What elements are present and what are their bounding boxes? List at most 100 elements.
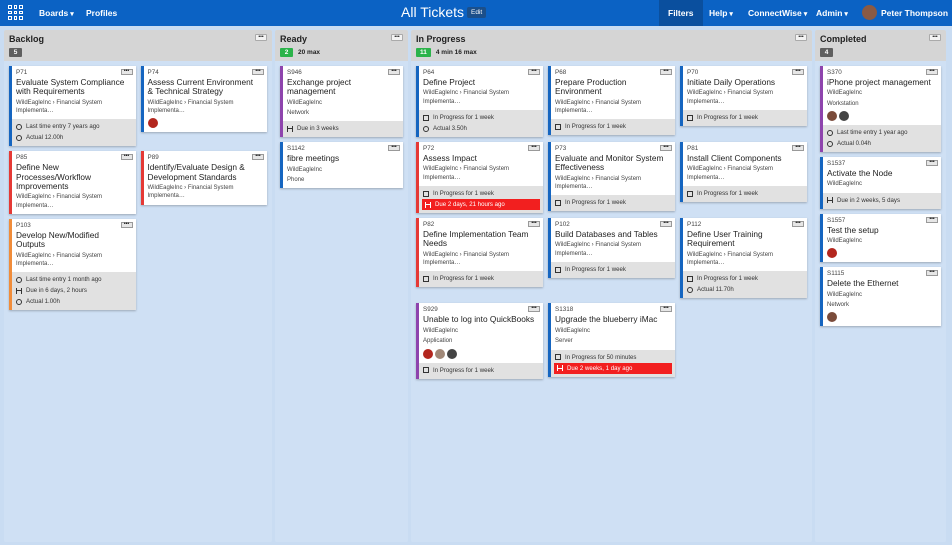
- nav-boards[interactable]: Boards: [39, 0, 74, 26]
- card-footer: Due in 2 weeks, 5 days: [823, 192, 941, 209]
- ticket-card[interactable]: S946 ••• Exchange project management WildEa…: [280, 66, 403, 138]
- app-logo[interactable]: [8, 5, 23, 20]
- card-menu[interactable]: •••: [660, 306, 672, 313]
- ticket-title: Define Project: [423, 77, 476, 87]
- card-menu[interactable]: •••: [660, 221, 672, 228]
- card-footer: In Progress for 1 week: [419, 271, 543, 288]
- ticket-title: Unable to log into QuickBooks: [423, 314, 535, 325]
- ticket-card[interactable]: S1557 ••• Test the setup WildEagleInc: [820, 213, 941, 263]
- ticket-title: Define New Processes/Workflow Improvemen…: [16, 162, 92, 191]
- ticket-type: Workstation: [827, 100, 859, 107]
- ticket-id: P74: [147, 69, 159, 76]
- footer-text: In Progress for 1 week: [433, 366, 494, 374]
- nav-profiles[interactable]: Profiles: [86, 8, 118, 18]
- card-menu[interactable]: •••: [528, 69, 540, 75]
- footer-text: In Progress for 1 week: [565, 199, 626, 207]
- column-menu[interactable]: •••: [391, 34, 403, 41]
- ticket-card[interactable]: P103 ••• Develop New/Modified Outputs WildE…: [9, 218, 136, 311]
- ticket-id: S1115: [827, 270, 845, 278]
- card-body: P72 ••• Assess Impact WildEagleInc › Financ…: [419, 142, 543, 186]
- column-menu[interactable]: •••: [795, 34, 807, 41]
- card-body: S1318 ••• Upgrade the blueberry iMac WildEa…: [551, 303, 675, 349]
- card-menu[interactable]: •••: [660, 69, 672, 75]
- ticket-card[interactable]: S1318 ••• Upgrade the blueberry iMac WildEa…: [548, 303, 675, 377]
- ticket-id: S1537: [827, 160, 846, 168]
- ticket-title: Evaluate and Monitor System Effectivenes…: [555, 153, 664, 173]
- card-list: S946 ••• Exchange project management WildEa…: [275, 61, 408, 193]
- card-menu[interactable]: •••: [528, 145, 540, 152]
- ticket-card[interactable]: P112 ••• Define User Training Requirement W…: [680, 218, 807, 299]
- card-body: P89 ••• Identify/Evaluate Design & Develop…: [144, 151, 268, 204]
- ticket-card[interactable]: S929 ••• Unable to log into QuickBooks Wild…: [416, 303, 543, 379]
- footer-text: Actual 0.04h: [837, 140, 871, 148]
- card-footer: In Progress for 1 week: [551, 262, 675, 279]
- status: In Progress for 1 week: [687, 188, 803, 199]
- ticket-card[interactable]: P82 ••• Define Implementation Team Needs Wi…: [416, 218, 543, 288]
- ticket-card[interactable]: P71 ••• Evaluate System Compliance with Re…: [9, 66, 136, 147]
- due: Due in 2 weeks, 5 days: [827, 195, 937, 206]
- footer-text: In Progress for 1 week: [565, 123, 626, 131]
- user-avatar[interactable]: [862, 5, 877, 20]
- card-count: 2: [280, 48, 293, 57]
- ticket-card[interactable]: P64 ••• Define Project WildEagleInc › Finan…: [416, 66, 543, 138]
- icon: [555, 266, 561, 273]
- user-menu[interactable]: Peter Thompson: [881, 0, 952, 26]
- footer-text: In Progress for 1 week: [565, 266, 626, 274]
- ticket-company: WildEagleInc: [827, 238, 863, 245]
- card-menu[interactable]: •••: [120, 221, 133, 228]
- ticket-card[interactable]: S1115 ••• Delete the Ethernet WildEagleInc N…: [820, 267, 941, 327]
- ticket-card[interactable]: P73 ••• Evaluate and Monitor System Effect…: [548, 142, 675, 212]
- footer-text: Due 2 weeks, 1 day ago: [567, 364, 633, 372]
- card-footer: In Progress for 1 week: [551, 195, 675, 212]
- card-menu[interactable]: •••: [120, 69, 133, 75]
- ticket-company: WildEagleInc › Financial System Implemen…: [423, 90, 510, 105]
- card-menu[interactable]: •••: [528, 221, 540, 228]
- card-footer: In Progress for 1 week Actual 11.70h: [683, 271, 807, 299]
- card-menu[interactable]: •••: [388, 145, 400, 152]
- edit-button[interactable]: Edit: [467, 7, 487, 18]
- column-title: Completed: [820, 34, 867, 44]
- card-menu[interactable]: •••: [388, 69, 400, 75]
- card-count: 4: [820, 48, 833, 57]
- card-menu[interactable]: •••: [926, 160, 938, 167]
- column-menu[interactable]: •••: [255, 34, 267, 41]
- ticket-card[interactable]: P74 ••• Assess Current Environment & Techn…: [140, 66, 267, 133]
- ticket-card[interactable]: S1142 ••• fibre meetings WildEagleInc Phone: [280, 142, 403, 189]
- ticket-card[interactable]: P68 ••• Prepare Production Environment Wild…: [548, 66, 675, 136]
- ticket-card[interactable]: P81 ••• Install Client Components WildEagle…: [680, 142, 807, 203]
- card-menu[interactable]: •••: [792, 69, 804, 75]
- ticket-card[interactable]: P85 ••• Define New Processes/Workflow Impr…: [9, 151, 136, 214]
- ticket-card[interactable]: P70 ••• Initiate Daily Operations WildEagle…: [680, 66, 807, 127]
- ticket-card[interactable]: S1537 ••• Activate the Node WildEagleInc Due…: [820, 157, 941, 209]
- card-menu[interactable]: •••: [792, 221, 804, 228]
- help-menu[interactable]: Help: [709, 0, 733, 26]
- card-menu[interactable]: •••: [252, 69, 264, 75]
- ticket-company: WildEagleInc: [555, 327, 591, 334]
- card-menu[interactable]: •••: [792, 145, 804, 152]
- avatar: [435, 348, 445, 359]
- ticket-company: WildEagleInc › Financial System Implemen…: [555, 175, 642, 191]
- ticket-card[interactable]: P89 ••• Identify/Evaluate Design & Develop…: [140, 151, 268, 205]
- card-menu[interactable]: •••: [926, 270, 938, 277]
- card-menu[interactable]: •••: [660, 145, 672, 152]
- icon: [555, 123, 561, 130]
- admin-menu[interactable]: Admin: [816, 0, 848, 26]
- column-menu[interactable]: •••: [929, 34, 941, 41]
- card-body: S1557 ••• Test the setup WildEagleInc: [823, 214, 941, 263]
- connectwise-menu[interactable]: ConnectWise: [748, 0, 807, 26]
- avatar: [839, 111, 849, 122]
- filters-button[interactable]: Filters: [659, 0, 703, 26]
- ticket-title: Initiate Daily Operations: [687, 77, 776, 87]
- ticket-card[interactable]: P72 ••• Assess Impact WildEagleInc › Financ…: [416, 142, 543, 214]
- ticket-card[interactable]: P102 ••• Build Databases and Tables WildEag…: [548, 218, 675, 279]
- card-menu[interactable]: •••: [528, 306, 540, 313]
- icon: [555, 354, 561, 361]
- ticket-card[interactable]: S370 ••• iPhone project management WildEagl…: [820, 66, 941, 153]
- footer-text: In Progress for 1 week: [697, 190, 758, 198]
- card-menu[interactable]: •••: [120, 154, 133, 161]
- wip-limit: 4 min 16 max: [435, 49, 477, 56]
- card-menu[interactable]: •••: [926, 69, 938, 75]
- card-menu[interactable]: •••: [252, 154, 264, 161]
- card-menu[interactable]: •••: [926, 216, 938, 223]
- icon: [557, 365, 563, 372]
